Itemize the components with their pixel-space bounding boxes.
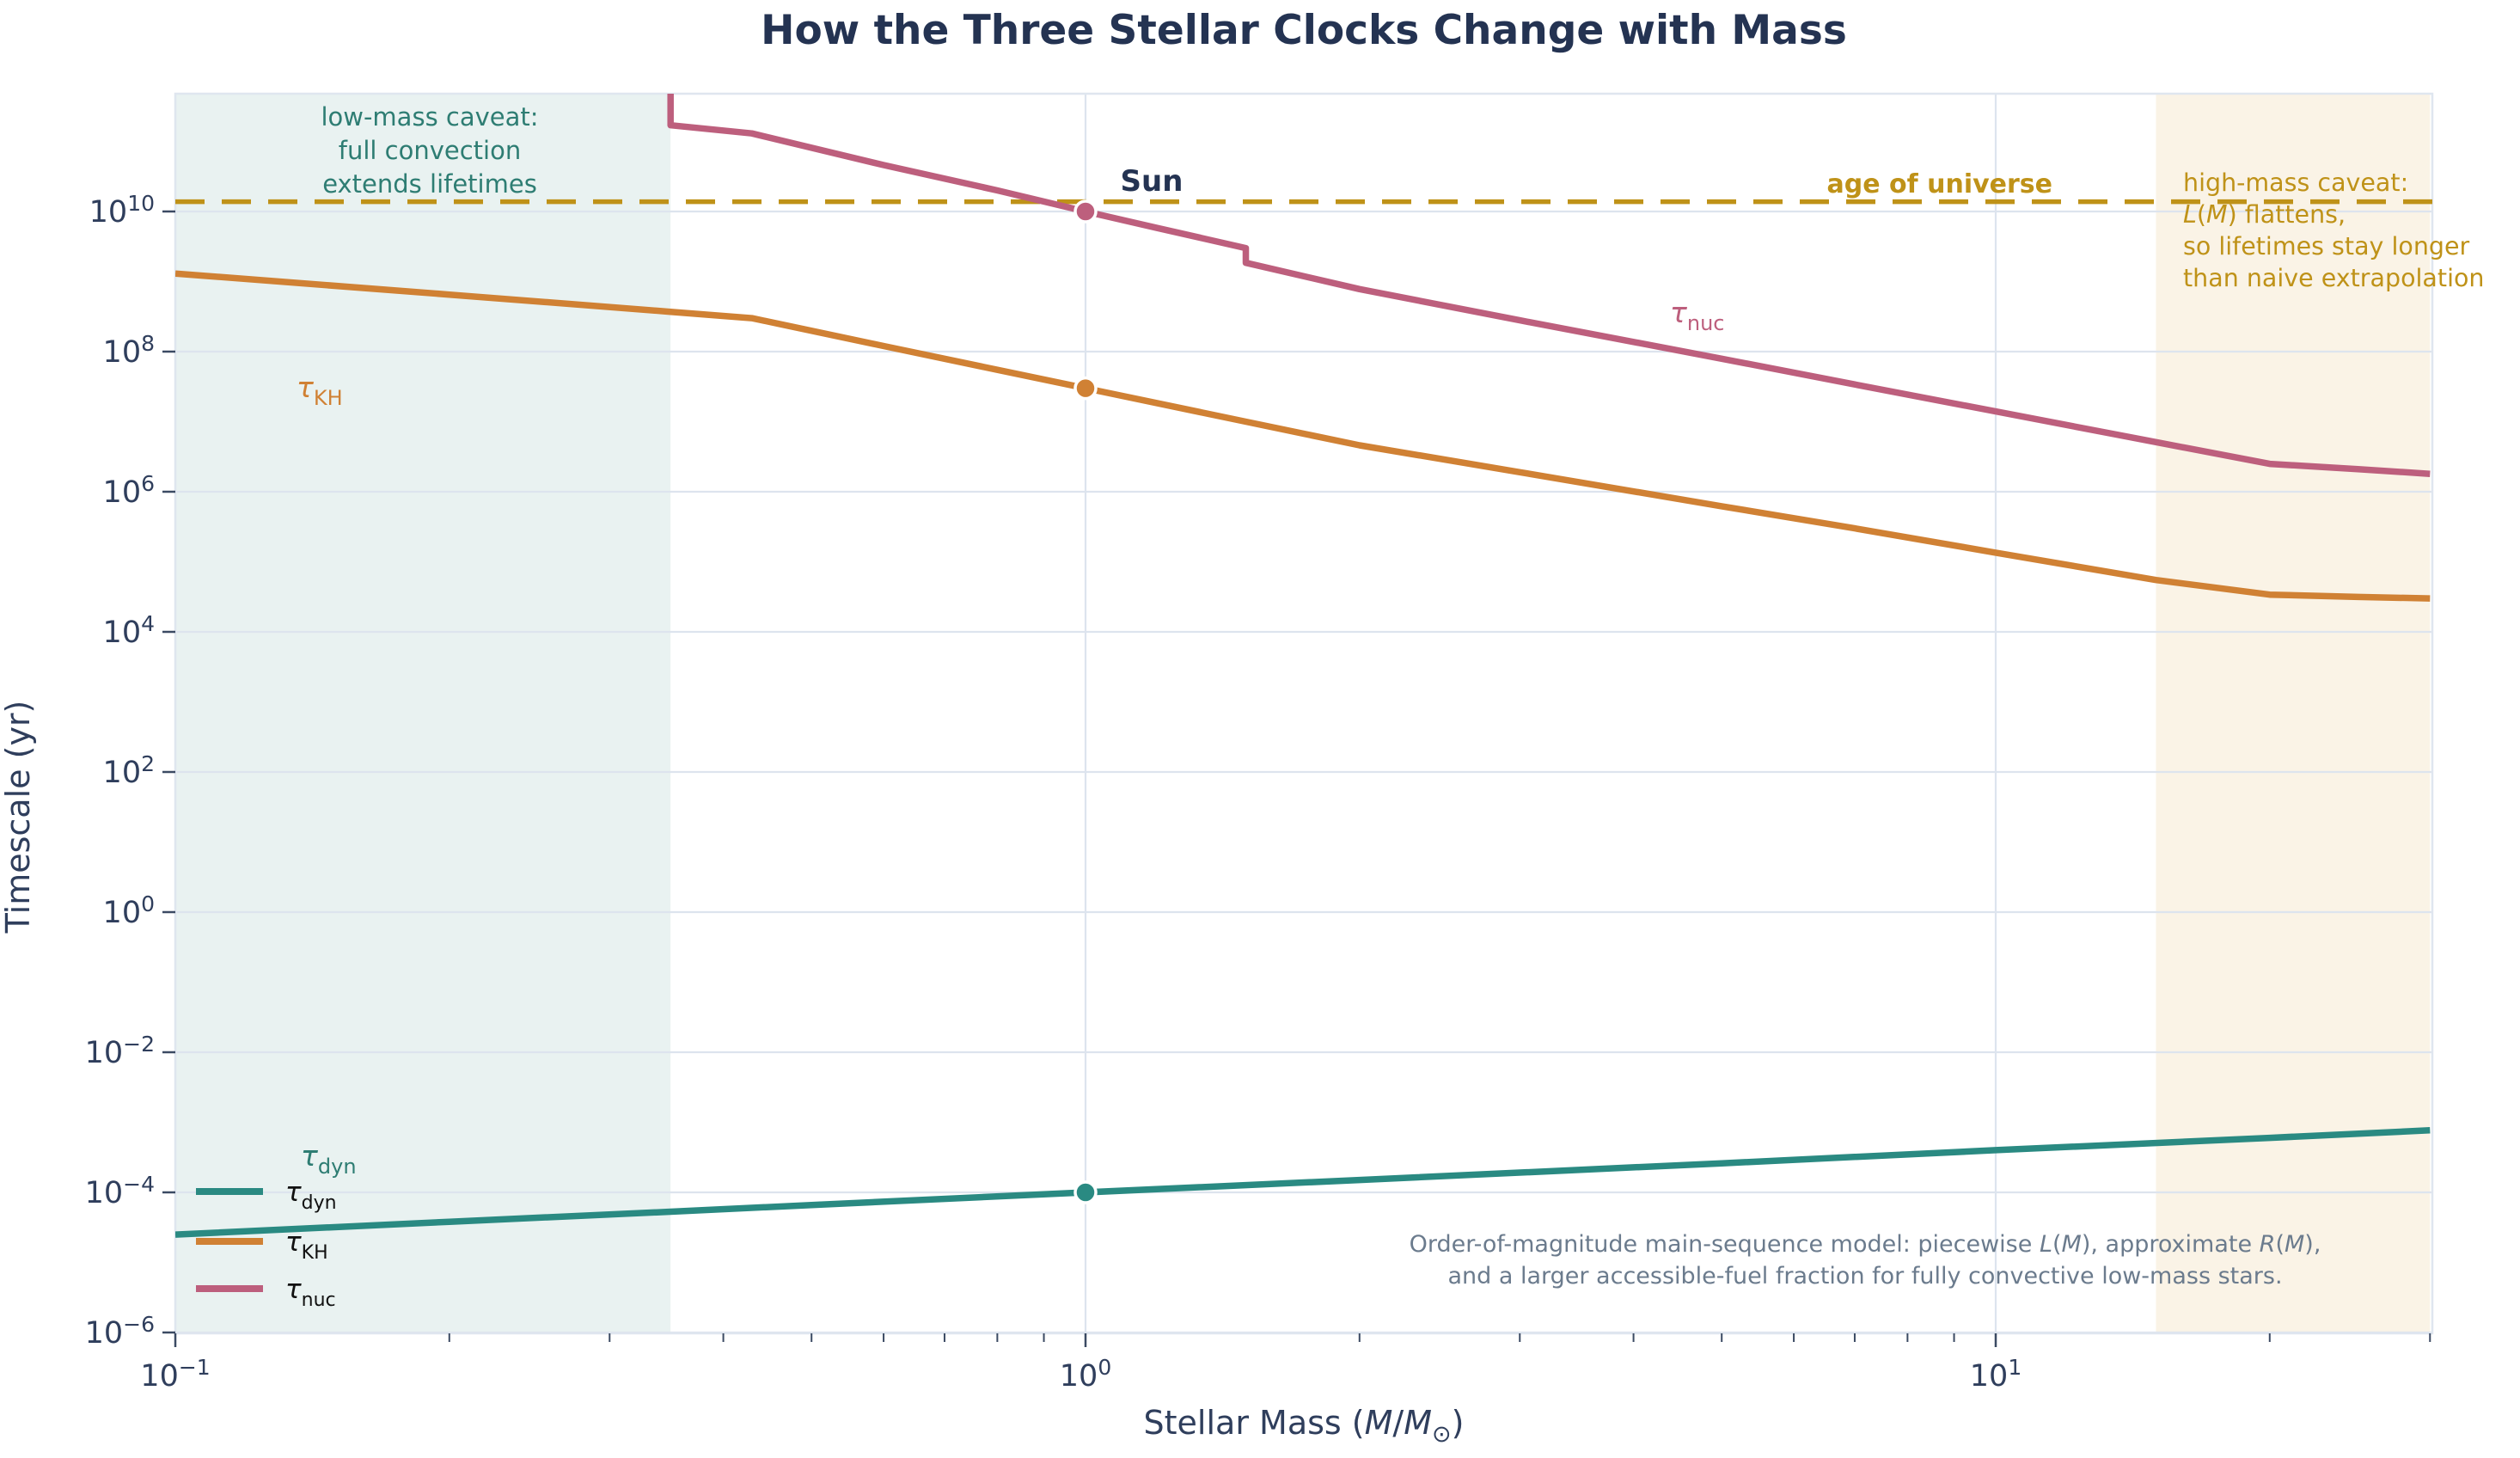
high-mass-caveat-line: so lifetimes stay longer bbox=[2183, 232, 2470, 260]
legend-label-tau_nuc: τnuc bbox=[285, 1274, 336, 1311]
low-mass-caveat-line: low-mass caveat: bbox=[321, 102, 538, 132]
x-tick-label: 101 bbox=[1970, 1355, 2022, 1394]
band-high-mass bbox=[2156, 94, 2431, 1333]
x-tick-label: 10−1 bbox=[140, 1355, 210, 1394]
age-of-universe-label: age of universe bbox=[1826, 169, 2052, 199]
series-tau_dyn bbox=[175, 1127, 2431, 1238]
sun-marker bbox=[1073, 376, 1098, 401]
tau-kh-inline-label: τKH bbox=[297, 371, 343, 410]
y-tick-label: 10−2 bbox=[85, 1032, 155, 1070]
x-axis-label: Stellar Mass (M/M⊙) bbox=[1144, 1404, 1465, 1448]
x-tick-label: 100 bbox=[1060, 1355, 1111, 1394]
y-tick-label: 106 bbox=[103, 471, 155, 510]
low-mass-caveat-line: extends lifetimes bbox=[322, 169, 537, 199]
plot-frame bbox=[174, 92, 2434, 1335]
sun-marker bbox=[1073, 199, 1098, 224]
model-note-line: and a larger accessible-fuel fraction fo… bbox=[1447, 1263, 2282, 1290]
y-tick-label: 10−6 bbox=[85, 1312, 155, 1351]
y-tick-label: 1010 bbox=[89, 191, 155, 230]
y-tick-label: 10−4 bbox=[85, 1172, 155, 1210]
y-tick-label: 100 bbox=[103, 891, 155, 930]
y-tick-label: 104 bbox=[103, 611, 155, 650]
legend-label-tau_dyn: τdyn bbox=[285, 1177, 337, 1214]
tau-nuc-inline-label: τnuc bbox=[1670, 296, 1725, 335]
y-tick-label: 102 bbox=[103, 751, 155, 790]
high-mass-caveat-line: than naive extrapolation bbox=[2183, 264, 2485, 292]
y-axis-label: Timescale (yr) bbox=[0, 701, 37, 934]
y-tick-label: 108 bbox=[103, 331, 155, 370]
sun-marker bbox=[1073, 1180, 1098, 1204]
chart-title: How the Three Stellar Clocks Change with… bbox=[761, 7, 1847, 54]
series-tau_KH bbox=[175, 270, 2431, 602]
band-low-mass bbox=[175, 94, 671, 1333]
sun-label: Sun bbox=[1121, 164, 1184, 199]
tau-dyn-inline-label: τdyn bbox=[301, 1139, 357, 1179]
high-mass-caveat-line: high-mass caveat: bbox=[2183, 168, 2408, 197]
low-mass-caveat-line: full convection bbox=[339, 136, 522, 165]
model-note-line: Order-of-magnitude main-sequence model: … bbox=[1410, 1231, 2321, 1258]
legend-label-tau_KH: τKH bbox=[285, 1227, 328, 1264]
high-mass-caveat-line: L(M) flattens, bbox=[2183, 200, 2346, 229]
series-tau_nuc bbox=[667, 94, 2431, 477]
